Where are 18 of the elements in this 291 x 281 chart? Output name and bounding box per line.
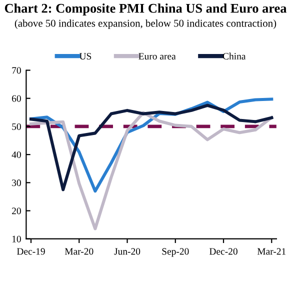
chart-subtitle: (above 50 indicates expansion, below 50 indicates contraction) — [14, 19, 276, 29]
y-tick-label: 70 — [12, 67, 21, 74]
x-tick-label: Dec-19 — [16, 248, 45, 255]
y-tick-label: 20 — [12, 208, 21, 214]
x-tick-label: Jun-20 — [114, 248, 140, 255]
legend-label: Euro area — [138, 53, 176, 60]
y-tick-label: 30 — [12, 180, 21, 186]
y-tick-label: 60 — [12, 95, 21, 102]
y-tick-label: 10 — [12, 236, 21, 242]
x-tick-label: Sep-20 — [162, 248, 189, 257]
y-tick-label: 40 — [12, 151, 21, 158]
y-tick-label: 50 — [12, 123, 21, 130]
x-tick-label: Mar-20 — [64, 248, 94, 255]
x-tick-label: Dec-20 — [209, 248, 238, 255]
legend-label: US — [79, 52, 92, 60]
line-series — [29, 111, 274, 230]
chart-title: Chart 2: Composite PMI China US and Euro area — [4, 3, 287, 16]
x-tick-label: Mar-21 — [257, 248, 286, 255]
